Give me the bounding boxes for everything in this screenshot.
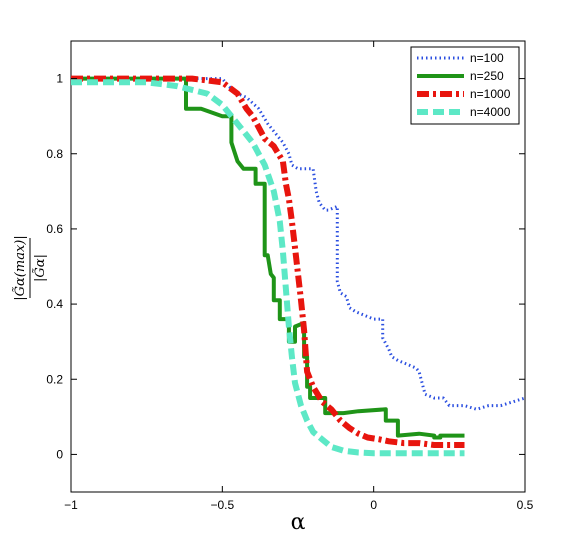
x-tick-label: −0.5 bbox=[210, 498, 234, 512]
y-axis-numerator: |G̃α(max)| bbox=[12, 235, 28, 300]
x-tick-label: 0.5 bbox=[517, 498, 534, 512]
series-layer bbox=[71, 75, 526, 457]
y-tick-label: 0.2 bbox=[46, 372, 63, 386]
series-line-n4000 bbox=[71, 79, 465, 457]
x-tick-label: 0 bbox=[370, 498, 377, 512]
y-tick-label: 1 bbox=[56, 72, 63, 86]
legend-label: n=100 bbox=[470, 51, 504, 65]
legend-label: n=250 bbox=[470, 69, 504, 83]
legend-label: n=4000 bbox=[470, 105, 511, 119]
x-tick-label: −1 bbox=[64, 498, 78, 512]
legend-label: n=1000 bbox=[470, 87, 511, 101]
y-tick-label: 0.8 bbox=[46, 147, 63, 161]
x-axis-label: α bbox=[291, 510, 306, 535]
y-axis-label: |G̃α(max)| |G̃α| bbox=[12, 235, 48, 300]
legend-box bbox=[410, 46, 520, 125]
y-tick-label: 0 bbox=[56, 447, 63, 461]
series-line-n250 bbox=[71, 76, 465, 440]
series-line-n1000 bbox=[71, 75, 465, 448]
axis-layer: −1 −0.5 0 0.5 0 0.2 0.4 0.6 0.8 1 bbox=[46, 41, 534, 512]
y-axis-denominator: |G̃α| bbox=[32, 254, 48, 282]
legend: n=100 n=250 n=1000 n=4000 bbox=[410, 46, 520, 125]
y-tick-label: 0.6 bbox=[46, 222, 63, 236]
y-tick-label: 0.4 bbox=[46, 297, 63, 311]
